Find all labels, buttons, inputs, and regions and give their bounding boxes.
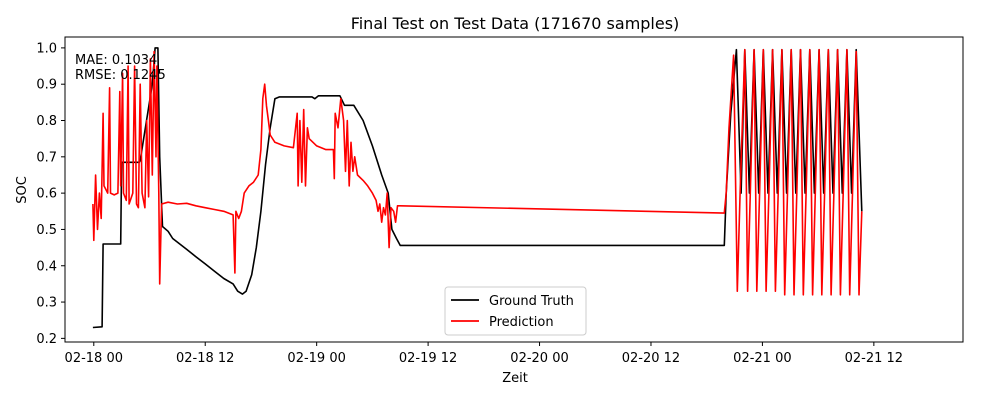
x-tick-label: 02-21 00 [733,351,791,366]
y-tick-label: 0.2 [36,332,57,347]
y-tick-label: 0.6 [36,187,57,202]
chart-title: Final Test on Test Data (171670 samples) [351,14,680,33]
legend-label-prediction: Prediction [489,315,554,330]
y-tick-label: 1.0 [36,41,57,56]
plot-frame [64,36,964,343]
mae-text: MAE: 0.1034 [75,53,157,68]
x-axis-label: Zeit [502,371,528,386]
rmse-text: RMSE: 0.1245 [75,68,166,83]
y-tick-label: 0.5 [36,223,57,238]
series-line-ground-truth [92,47,863,329]
legend: Ground Truth Prediction [444,286,587,336]
y-tick-label: 0.9 [36,78,57,93]
legend-label-ground-truth: Ground Truth [489,294,574,309]
y-tick-label: 0.7 [36,150,57,165]
x-tick-label: 02-18 12 [176,351,234,366]
y-tick-label: 0.8 [36,114,57,129]
y-axis-label: SOC [15,176,30,204]
x-tick-label: 02-19 00 [287,351,345,366]
x-tick-label: 02-21 12 [845,351,903,366]
x-tick-label: 02-20 12 [622,351,680,366]
y-tick-label: 0.4 [36,259,57,274]
x-tick-label: 02-19 12 [399,351,457,366]
x-tick-label: 02-20 00 [510,351,568,366]
legend-box [444,286,587,336]
series-line-prediction [92,48,863,296]
x-tick-label: 02-18 00 [65,351,123,366]
y-tick-label: 0.3 [36,296,57,311]
